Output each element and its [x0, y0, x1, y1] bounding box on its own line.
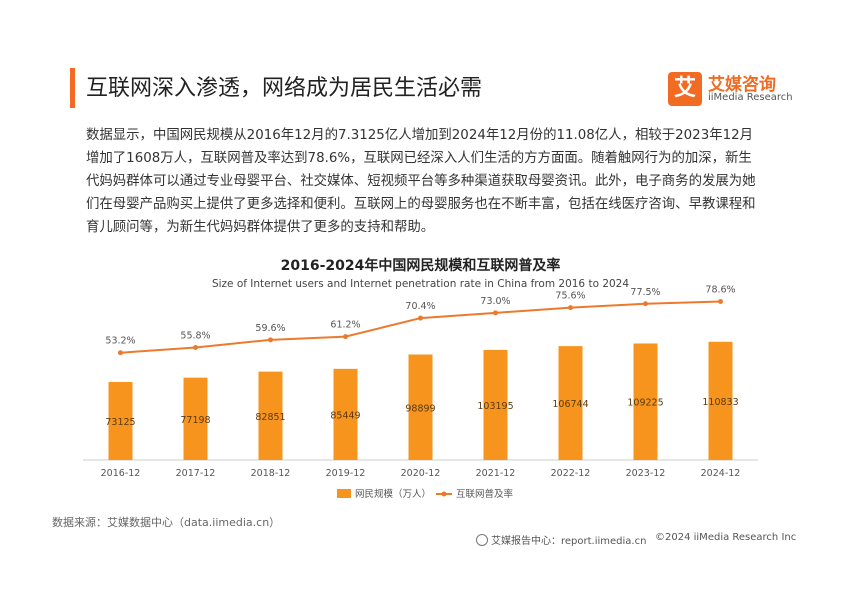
line-value-label: 53.2%: [105, 336, 135, 347]
line-value-label: 59.6%: [255, 323, 285, 334]
line-point-2016-12: [118, 350, 123, 356]
x-tick-label: 2016-12: [101, 468, 141, 479]
bar-value-label: 103195: [477, 401, 513, 412]
line-value-label: 73.0%: [480, 296, 510, 307]
bar-2019-12: [333, 368, 358, 460]
x-tick-label: 2017-12: [176, 468, 216, 479]
bar-2020-12: [408, 354, 433, 460]
bar-2022-12: [558, 346, 583, 460]
x-tick-label: 2022-12: [551, 468, 591, 479]
logo-char: 艾: [673, 76, 696, 101]
line-point-2022-12: [568, 305, 573, 311]
x-tick-label: 2018-12: [251, 468, 291, 479]
bar-value-label: 85449: [330, 410, 360, 421]
line-point-2019-12: [343, 334, 348, 340]
title-accent-bar: [70, 68, 75, 108]
line-point-2018-12: [268, 337, 273, 343]
bar-2021-12: [483, 349, 508, 460]
footer-report-text: 艾媒报告中心：report.iimedia.cn: [491, 536, 647, 547]
chart-title: 2016-2024年中国网民规模和互联网普及率: [280, 258, 561, 274]
line-value-label: 77.5%: [630, 287, 660, 298]
x-tick-label: 2019-12: [326, 468, 366, 479]
line-value-label: 75.6%: [555, 291, 585, 302]
x-tick-label: 2020-12: [401, 468, 441, 479]
bar-2016-12: [108, 382, 133, 460]
bar-2017-12: [183, 377, 208, 460]
bar-value-label: 98899: [405, 403, 435, 414]
bar-value-label: 109225: [627, 398, 663, 409]
footer-copyright: ©2024 iiMedia Research Inc: [655, 532, 797, 543]
brand-logo[interactable]: 艾 艾媒咨询 iiMedia Research: [668, 70, 793, 108]
logo-cn-text: 艾媒咨询: [708, 75, 776, 95]
line-point-2020-12: [418, 315, 423, 321]
legend-bar-label: 网民规模（万人）: [355, 488, 431, 500]
bar-value-label: 73125: [105, 417, 135, 428]
line-point-2023-12: [643, 301, 648, 307]
line-value-label: 70.4%: [405, 301, 435, 312]
bar-value-label: 106744: [552, 399, 588, 410]
line-value-label: 78.6%: [705, 285, 735, 296]
legend-bar-swatch: [337, 489, 351, 498]
bar-2024-12: [708, 341, 733, 460]
logo-en-text: iiMedia Research: [708, 92, 793, 103]
bar-2018-12: [258, 371, 283, 460]
chart-subtitle: Size of Internet users and Internet pene…: [211, 278, 630, 290]
x-tick-label: 2023-12: [626, 468, 666, 479]
report-center-icon: [476, 534, 488, 546]
x-tick-label: 2021-12: [476, 468, 516, 479]
line-point-2017-12: [193, 345, 198, 351]
legend-line-label: 互联网普及率: [456, 488, 514, 500]
bar-2023-12: [633, 343, 658, 460]
x-tick-label: 2024-12: [701, 468, 741, 479]
line-point-2024-12: [718, 299, 723, 305]
line-point-2021-12: [493, 310, 498, 316]
page-title: 互联网深入渗透，网络成为居民生活必需: [86, 76, 483, 101]
bar-value-label: 77198: [180, 415, 210, 426]
footer-report[interactable]: 艾媒报告中心：report.iimedia.cn: [476, 532, 646, 547]
line-value-label: 61.2%: [330, 320, 360, 331]
line-value-label: 55.8%: [180, 331, 210, 342]
intro-paragraph: 数据显示，中国网民规模从2016年12月的7.3125亿人增加到2024年12月…: [86, 128, 756, 235]
data-source: 数据来源：艾媒数据中心（data.iimedia.cn）: [52, 516, 281, 529]
bar-value-label: 110833: [702, 397, 738, 408]
bar-value-label: 82851: [255, 412, 285, 423]
logo-icon: 艾: [668, 72, 702, 106]
legend-line-marker: [441, 491, 447, 497]
